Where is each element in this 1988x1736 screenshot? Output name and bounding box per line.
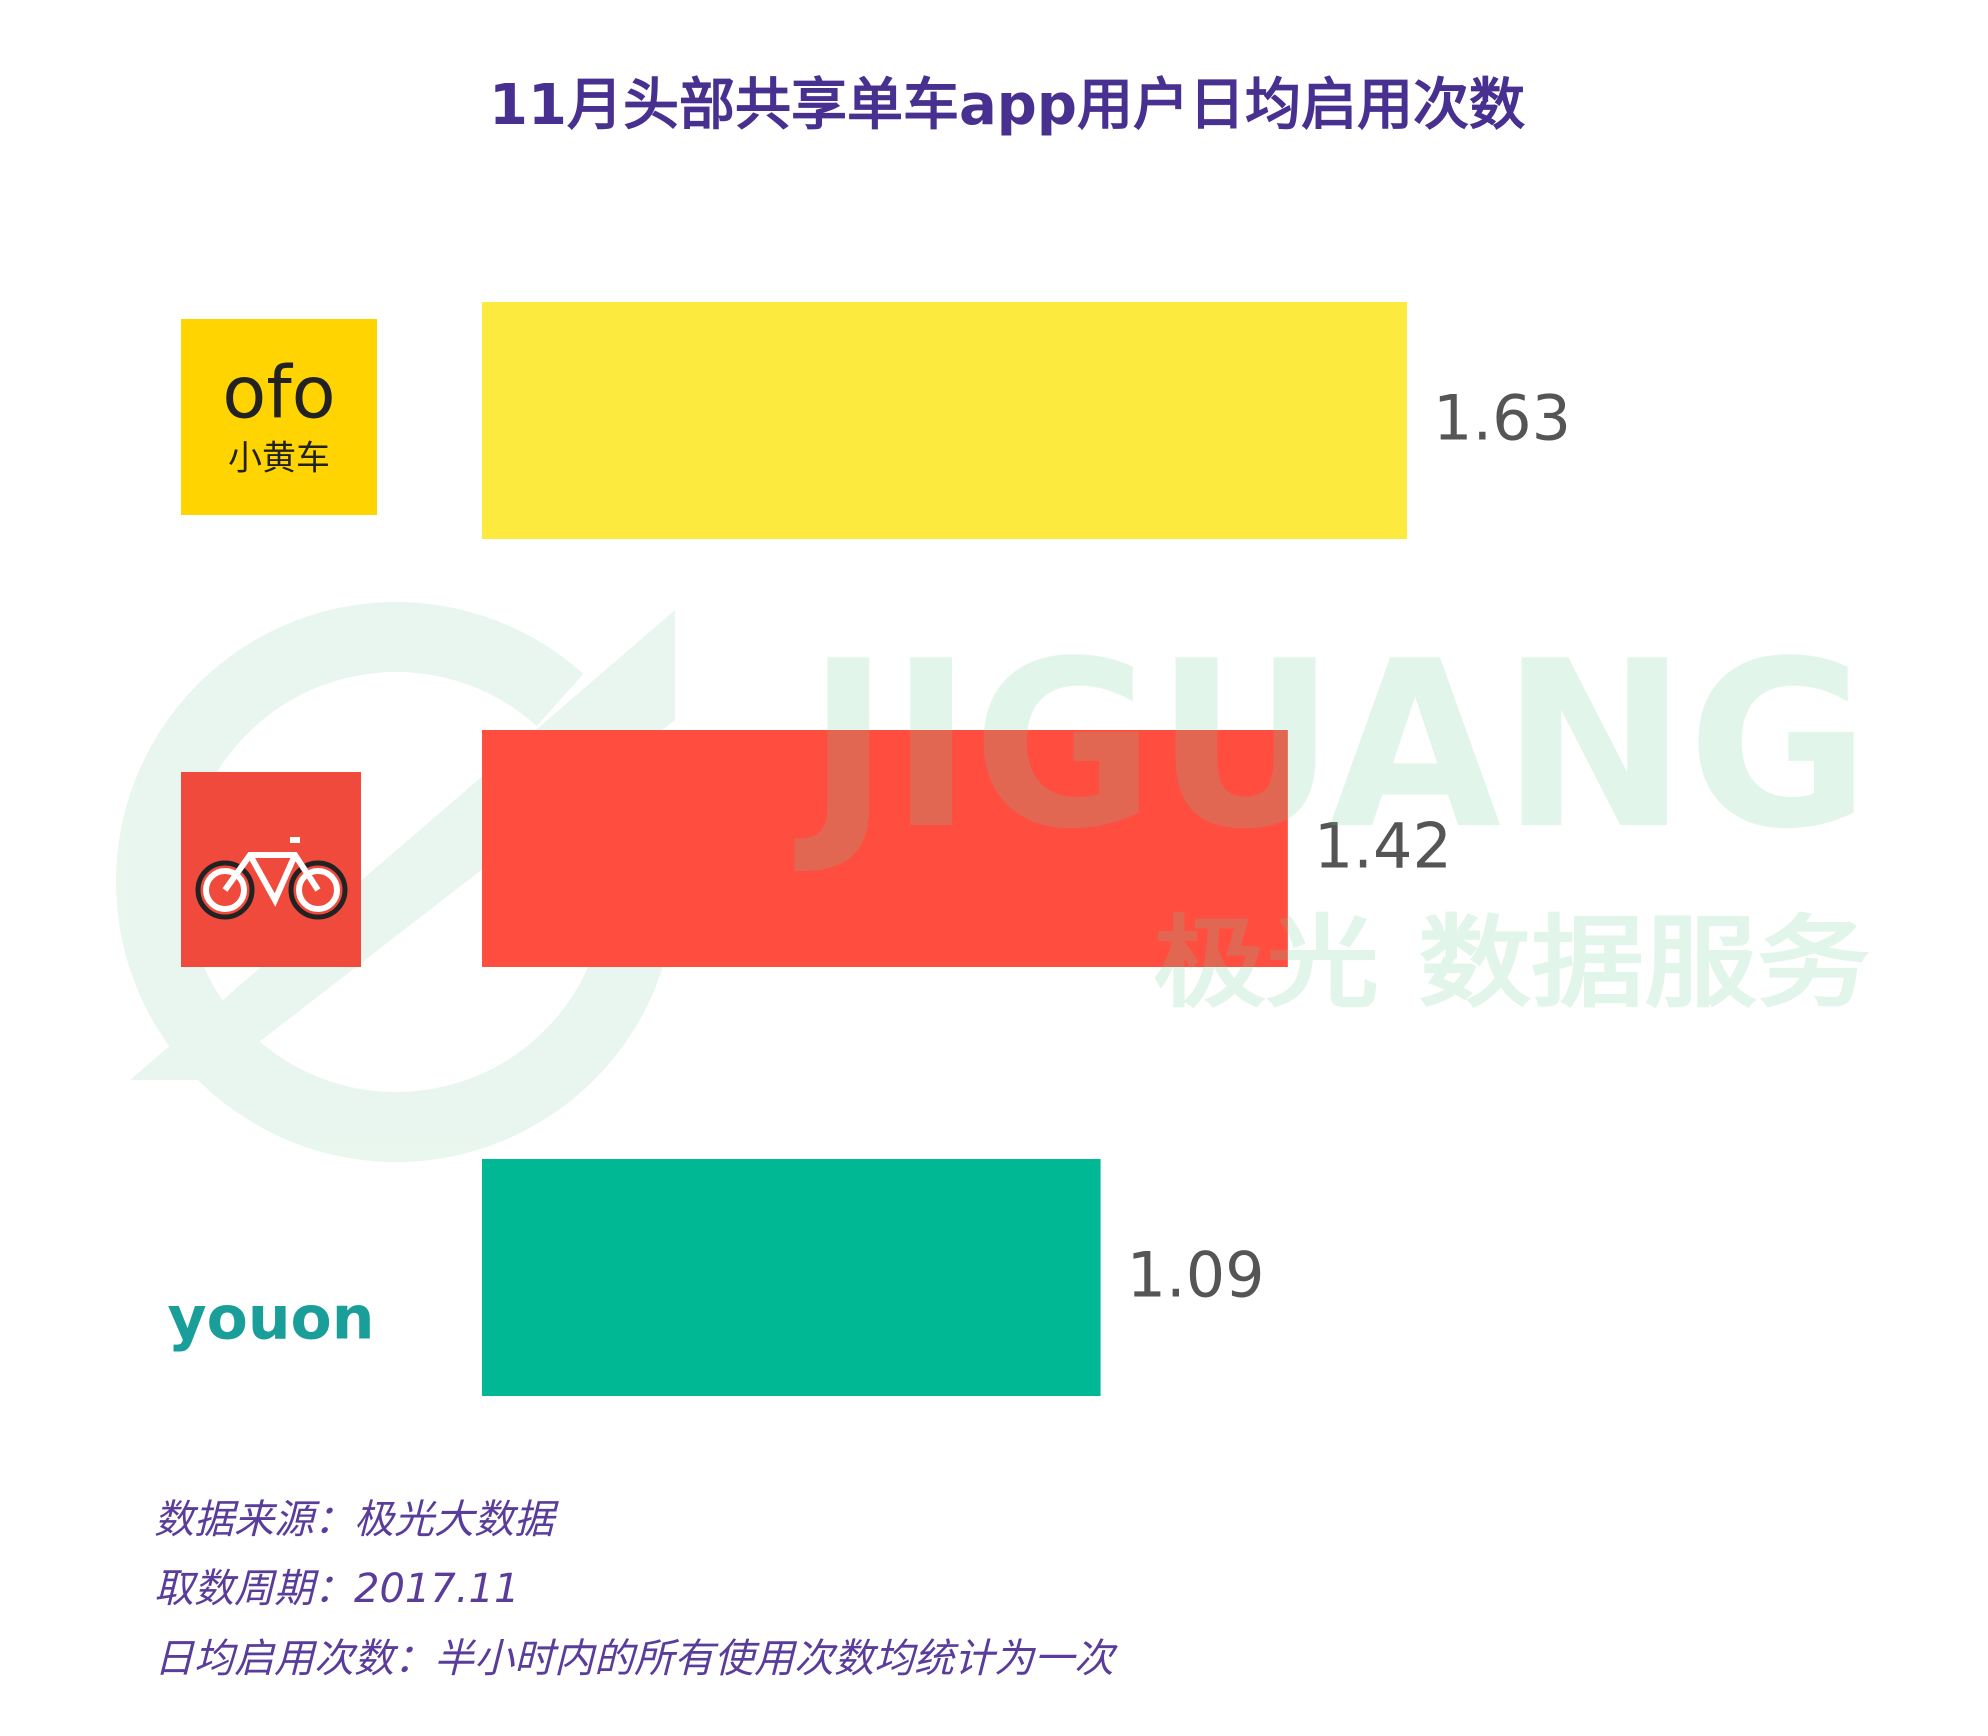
bar [482, 1159, 1101, 1396]
ofo-logo [181, 319, 377, 515]
chart-title: 11月头部共享单车app用户日均启用次数 [489, 73, 1525, 138]
category-sublabel: 小黄车 [228, 439, 330, 479]
bike-icon [195, 860, 348, 920]
bar [482, 302, 1408, 539]
watermark-ring [116, 602, 676, 1162]
footnote: 取数周期：2017.11 [154, 1566, 519, 1612]
value-label: 1.63 [1433, 382, 1571, 455]
bike-frame [203, 837, 340, 912]
footnote: 数据来源：极光大数据 [154, 1497, 559, 1543]
value-label: 1.09 [1127, 1239, 1265, 1312]
category-label: youon [168, 1284, 375, 1354]
bar [482, 730, 1288, 967]
value-label: 1.42 [1314, 810, 1452, 883]
footnote: 日均启用次数：半小时内的所有使用次数均统计为一次 [154, 1636, 1118, 1682]
logos [181, 319, 377, 967]
category-label: ofo [222, 351, 335, 435]
watermark-subtitle: 极光 数据服务 [1153, 904, 1870, 1021]
watermark-title: JIGUANG [794, 613, 1870, 880]
